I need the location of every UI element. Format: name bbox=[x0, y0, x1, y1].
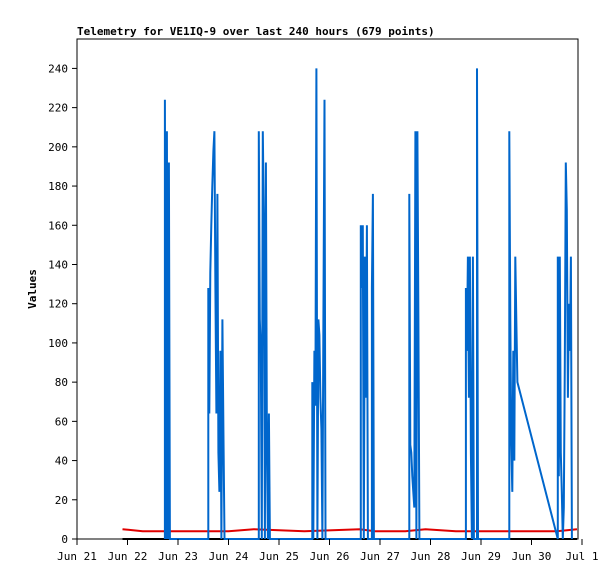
y-tick-label-3: 60 bbox=[55, 415, 68, 428]
x-tick-label-5: Jun 26 bbox=[310, 550, 350, 563]
y-axis: 0 20 40 60 80 100 120 140 160 180 200 220 240 bbox=[48, 62, 77, 546]
series-layer bbox=[122, 68, 578, 540]
series-line-2 bbox=[163, 68, 573, 540]
x-tick-label-4: Jun 25 bbox=[259, 550, 299, 563]
y-tick-label-1: 20 bbox=[55, 494, 68, 507]
y-tick-label-9: 180 bbox=[48, 180, 68, 193]
x-tick-label-2: Jun 23 bbox=[158, 550, 198, 563]
y-tick-label-11: 220 bbox=[48, 102, 68, 115]
x-tick-label-8: Jun 29 bbox=[461, 550, 501, 563]
y-tick-label-8: 160 bbox=[48, 219, 68, 232]
y-tick-label-2: 40 bbox=[55, 455, 68, 468]
plot-area bbox=[76, 38, 579, 540]
y-tick-label-5: 100 bbox=[48, 337, 68, 350]
y-tick-label-7: 140 bbox=[48, 258, 68, 271]
y-tick-label-10: 200 bbox=[48, 141, 68, 154]
x-tick-label-7: Jun 28 bbox=[411, 550, 451, 563]
x-tick-label-1: Jun 22 bbox=[108, 550, 148, 563]
x-tick-label-6: Jun 27 bbox=[360, 550, 400, 563]
x-tick-label-10: Jul 1 bbox=[565, 550, 598, 563]
y-tick-label-0: 0 bbox=[61, 533, 68, 546]
y-tick-label-6: 120 bbox=[48, 298, 68, 311]
x-tick-label-9: Jun 30 bbox=[512, 550, 552, 563]
y-tick-label-12: 240 bbox=[48, 62, 68, 75]
x-tick-label-0: Jun 21 bbox=[57, 550, 97, 563]
x-tick-label-3: Jun 24 bbox=[209, 550, 249, 563]
y-axis-label: Values bbox=[26, 269, 39, 309]
chart-title: Telemetry for VE1IQ-9 over last 240 hour… bbox=[77, 25, 435, 38]
x-axis: Jun 21 Jun 22 Jun 23 Jun 24 Jun 25 Jun 26 Jun … bbox=[57, 539, 599, 563]
y-tick-label-4: 80 bbox=[55, 376, 68, 389]
